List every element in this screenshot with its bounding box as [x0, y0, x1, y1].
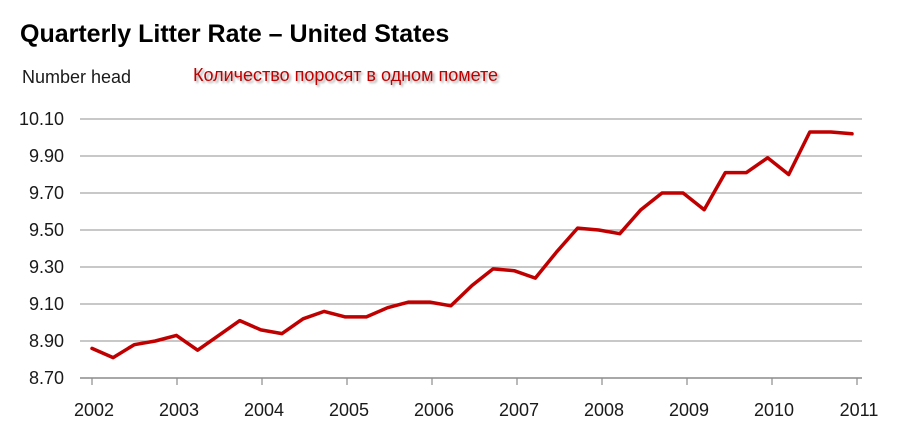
y-tick-label: 9.10: [29, 294, 64, 314]
y-tick-label: 9.30: [29, 257, 64, 277]
chart-title: Quarterly Litter Rate – United States: [20, 20, 450, 48]
y-tick-label: 9.90: [29, 146, 64, 166]
y-tick-label: 8.90: [29, 331, 64, 351]
chart-annotation: Количество поросят в одном помете: [193, 65, 499, 85]
x-axis: [80, 377, 862, 385]
y-axis-unit-label: Number head: [22, 67, 132, 87]
x-tick-label: 2004: [244, 400, 284, 420]
x-tick-label: 2009: [669, 400, 709, 420]
series: [90, 130, 854, 360]
series-line: [90, 130, 854, 360]
x-tick-label: 2006: [414, 400, 454, 420]
y-axis-tick-labels: 10.10 9.90 9.70 9.50 9.30 9.10 8.90 8.70: [19, 109, 64, 388]
x-tick-label: 2003: [159, 400, 199, 420]
y-tick-label: 10.10: [19, 109, 64, 129]
x-tick-label: 2005: [329, 400, 369, 420]
y-tick-label: 8.70: [29, 368, 64, 388]
x-tick-label: 2010: [754, 400, 794, 420]
x-axis-tick-labels: 2002 2003 2004 2005 2006 2007 2008 2009 2010 2011: [74, 400, 878, 420]
x-tick-label: 2011: [840, 400, 879, 420]
x-tick-label: 2002: [74, 400, 114, 420]
x-tick-label: 2007: [499, 400, 539, 420]
y-tick-label: 9.70: [29, 183, 64, 203]
x-tick-label: 2008: [584, 400, 624, 420]
gridlines: [80, 118, 862, 342]
y-tick-label: 9.50: [29, 220, 64, 240]
